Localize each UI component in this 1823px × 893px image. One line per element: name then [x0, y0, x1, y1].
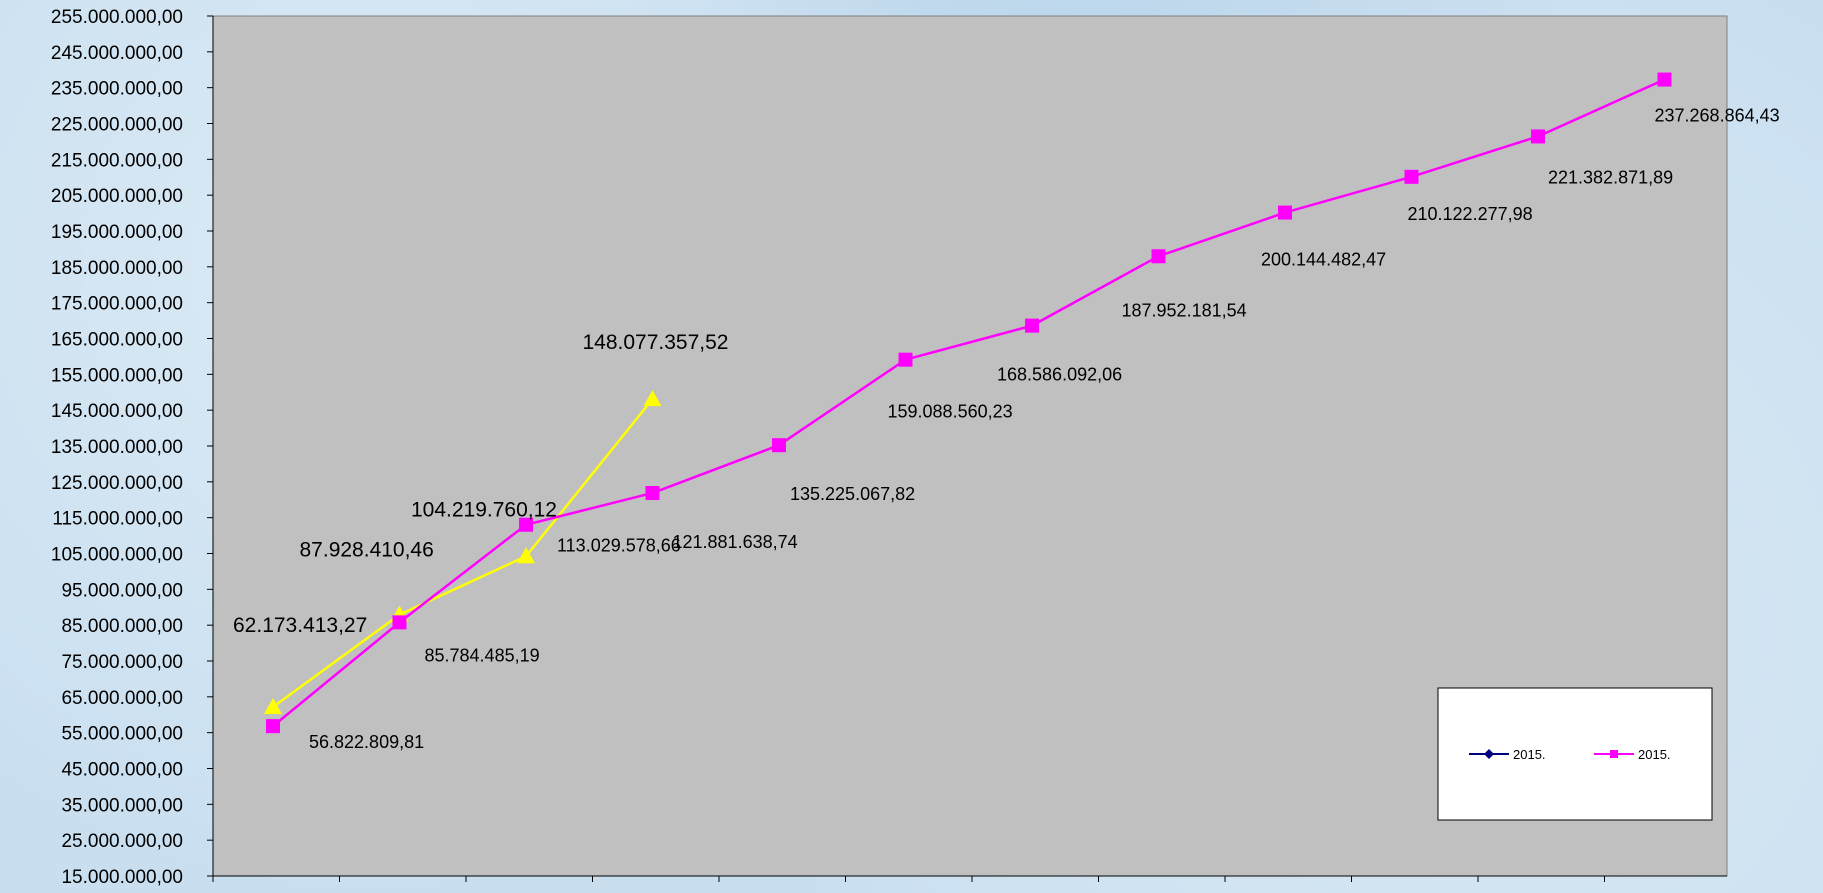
legend-swatch-marker — [1484, 749, 1494, 759]
data-point-2015 — [772, 438, 786, 453]
y-tick-label: 15.000.000,00 — [61, 867, 183, 888]
y-tick-label: 145.000.000,00 — [51, 401, 183, 422]
data-labels: 56.822.809,81 85.784.485,19 113.029.578,66… — [233, 106, 1780, 753]
y-tick-label: 175.000.000,00 — [51, 294, 183, 315]
data-point-2015 — [1657, 72, 1672, 87]
y-tick-label: 155.000.000,00 — [51, 365, 183, 386]
data-label-2015: 187.952.181,54 — [1122, 300, 1247, 320]
data-label-2015: 113.029.578,66 — [557, 536, 681, 556]
data-point-2015 — [266, 719, 280, 734]
y-tick-label: 205.000.000,00 — [51, 186, 183, 207]
y-tick-label: 165.000.000,00 — [51, 330, 183, 351]
data-label-2015: 200.144.482,47 — [1261, 250, 1386, 270]
data-point-2015 — [1025, 318, 1039, 333]
y-tick-label: 195.000.000,00 — [51, 222, 183, 243]
data-label-2015: 135.225.067,82 — [790, 484, 915, 504]
y-tick-label: 185.000.000,00 — [51, 258, 183, 279]
data-point-2015 — [898, 352, 913, 367]
y-tick-label: 35.000.000,00 — [61, 795, 183, 816]
series-layer — [264, 72, 1672, 734]
x-axis — [212, 875, 1727, 882]
data-label-2015: 159.088.560,23 — [888, 402, 1013, 422]
y-tick-label: 235.000.000,00 — [51, 79, 183, 100]
data-label-2015: 237.268.864,43 — [1655, 106, 1780, 126]
y-tick-label: 25.000.000,00 — [61, 831, 183, 852]
y-tick-label: 135.000.000,00 — [51, 437, 183, 458]
y-tick-label: 255.000.000,00 — [51, 7, 183, 28]
legend-label: 2015. — [1513, 747, 1546, 762]
legend-swatch-marker — [1610, 750, 1618, 758]
data-point-2015 — [1404, 169, 1419, 184]
legend-label: 2015. — [1638, 747, 1671, 762]
data-label-yellow: 148.077.357,52 — [583, 331, 729, 354]
y-tick-label: 215.000.000,00 — [51, 150, 183, 171]
data-label-yellow: 104.219.760,12 — [411, 498, 557, 521]
data-point-2015 — [519, 517, 533, 532]
data-point-2015 — [645, 486, 660, 501]
data-point-2015 — [1278, 205, 1292, 220]
data-label-2015: 210.122.277,98 — [1408, 204, 1533, 224]
data-point-2015 — [1531, 129, 1545, 144]
y-tick-label: 225.000.000,00 — [51, 115, 183, 136]
y-axis: 255.000.000,00 245.000.000,00 235.000.000,… — [51, 7, 214, 888]
y-tick-label: 115.000.000,00 — [52, 509, 183, 530]
data-label-2015: 85.784.485,19 — [425, 645, 540, 665]
legend: 2015. 2015. — [1437, 687, 1713, 821]
data-point-2015 — [392, 615, 407, 630]
data-point-yellow — [264, 697, 282, 714]
data-point-yellow — [643, 390, 662, 407]
y-tick-label: 85.000.000,00 — [61, 616, 183, 637]
y-tick-label: 105.000.000,00 — [51, 545, 183, 566]
y-tick-label: 95.000.000,00 — [61, 580, 183, 601]
data-label-2015: 121.881.638,74 — [673, 532, 798, 552]
series-line-yellow — [272, 398, 654, 708]
data-label-yellow: 62.173.413,27 — [233, 614, 367, 637]
y-tick-label: 65.000.000,00 — [61, 688, 183, 709]
data-label-2015: 168.586.092,06 — [997, 365, 1122, 385]
data-label-2015: 221.382.871,89 — [1548, 167, 1673, 187]
data-label-yellow: 87.928.410,46 — [300, 539, 434, 562]
y-tick-label: 45.000.000,00 — [61, 760, 183, 781]
y-tick-label: 245.000.000,00 — [51, 43, 183, 64]
data-point-yellow — [517, 547, 535, 564]
y-tick-label: 125.000.000,00 — [51, 473, 183, 494]
data-point-2015 — [1151, 249, 1166, 264]
series-line-2015 — [272, 78, 1666, 728]
data-label-2015: 56.822.809,81 — [309, 732, 424, 752]
y-tick-label: 55.000.000,00 — [61, 724, 183, 745]
y-tick-label: 75.000.000,00 — [61, 652, 183, 673]
